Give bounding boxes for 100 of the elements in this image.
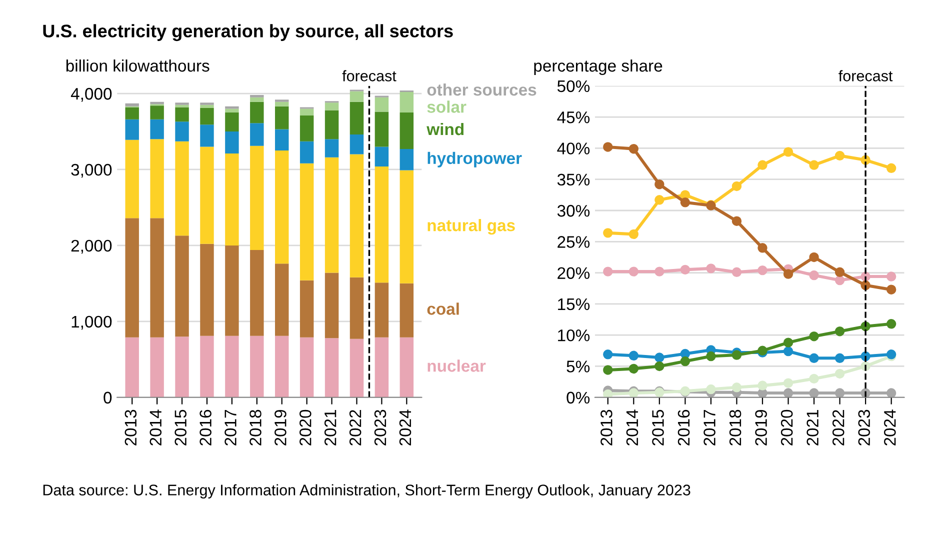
y-tick-label: 0 [104,392,112,404]
point [758,243,768,253]
point [783,378,794,388]
series-label: hydropower [428,152,522,168]
y-tick-label: 25% [558,236,590,248]
bar [125,107,139,120]
y-axis-title: percentage share [534,59,662,76]
bar [150,139,164,218]
bar [250,97,264,102]
point [886,272,896,282]
point [783,388,794,398]
point [834,267,845,278]
series-label: nuclear [428,360,486,372]
bar [175,107,189,122]
x-tick-label: 2022 [832,410,844,446]
x-tick-label: 2016 [200,410,212,446]
bar [275,150,289,264]
bar [275,264,289,336]
point [783,346,794,356]
y-tick-label: 10% [558,329,590,342]
series-label: wind [426,122,464,136]
ref-line-label: forecast [342,70,396,82]
bar [374,282,389,338]
point [783,338,794,348]
bar [275,102,289,106]
x-tick-label: 2013 [124,410,137,446]
point [680,264,690,275]
x-tick-label: 2016 [678,410,690,446]
bar [250,250,264,336]
bar [150,102,164,104]
point [732,216,742,226]
point [732,350,742,360]
bar [350,102,364,135]
series-label: solar [427,100,466,113]
point [834,150,845,161]
series-label: coal [427,302,459,315]
bar [275,129,289,150]
y-tick-label: 15% [558,298,590,310]
bar [324,157,339,273]
bar [300,280,314,338]
bar [175,336,189,398]
bar [400,337,414,398]
point [886,163,896,174]
y-tick-label: 0% [566,392,590,404]
bar [250,146,264,250]
x-tick-label: 2020 [780,410,793,446]
bar [150,119,164,140]
bar [175,122,189,142]
point [809,252,819,262]
chart-title: U.S. electricity generation by source, all sectors [43,24,453,42]
point [706,384,716,394]
point [886,388,896,398]
bar [275,336,289,398]
y-tick-label: 45% [557,112,590,124]
point [834,353,845,363]
point [603,266,613,276]
point [886,319,896,329]
bar [324,338,339,398]
point [603,365,613,375]
point [654,266,664,276]
bar [150,106,164,120]
x-tick-label: 2017 [704,410,716,446]
bar [225,112,239,132]
bar [175,141,189,236]
bar [125,119,139,140]
bar [350,134,364,154]
bar [225,132,239,154]
y-axis-title: billion kilowatthours [66,59,210,72]
bar [300,108,314,116]
y-tick-label: 2,000 [71,240,112,254]
bar [400,112,414,149]
bar [125,337,139,398]
bar [175,104,189,108]
bar [400,283,414,338]
bar [324,102,339,110]
point [603,350,613,360]
series-label: other sources [427,83,536,96]
bar [324,110,339,140]
point [654,352,664,362]
bar [250,336,264,398]
y-tick-label: 20% [558,267,590,279]
bar [125,218,139,338]
point [834,275,845,286]
x-tick-label: 2021 [324,410,336,446]
point [628,266,639,276]
x-tick-label: 2017 [224,410,236,446]
point [758,265,768,276]
series-label: natural gas [428,219,515,235]
source-note: Data source: U.S. Energy Information Administration, Short-Term Energy Outlook, January 2023 [43,484,690,498]
point [732,382,742,392]
bar [150,218,164,338]
bar [200,104,214,108]
point [603,228,613,238]
x-tick-label: 2018 [250,410,262,446]
y-tick-label: 3,000 [71,164,112,178]
bar [300,141,314,164]
point [706,264,716,274]
point [783,147,794,157]
y-tick-label: 5% [566,360,590,372]
bar [374,166,389,283]
